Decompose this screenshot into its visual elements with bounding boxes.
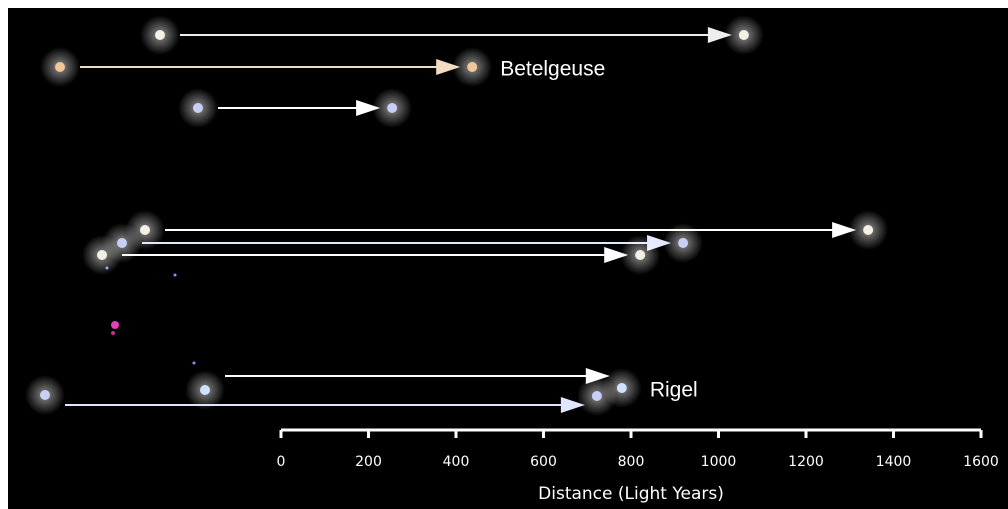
star xyxy=(155,30,165,40)
star xyxy=(592,391,602,401)
star xyxy=(635,250,645,260)
star-name: Betelgeuse xyxy=(500,58,605,81)
star xyxy=(200,385,210,395)
small-star xyxy=(111,321,119,329)
x-tick-label: 600 xyxy=(530,454,557,470)
chart: Distance (Light Years) 0 200 400 600 800 1000… xyxy=(0,0,1008,509)
star xyxy=(467,62,477,72)
small-star xyxy=(193,362,196,365)
star xyxy=(387,103,397,113)
star xyxy=(739,30,749,40)
star xyxy=(55,62,65,72)
x-tick-label: 1000 xyxy=(701,454,737,470)
x-tick-label: 800 xyxy=(618,454,645,470)
star-name: Rigel xyxy=(650,379,698,402)
x-tick-label: 400 xyxy=(443,454,470,470)
x-tick-label: 200 xyxy=(355,454,382,470)
sky xyxy=(8,8,1008,509)
star xyxy=(863,225,873,235)
small-star xyxy=(111,331,115,335)
star xyxy=(617,383,627,393)
small-star xyxy=(174,274,177,277)
star xyxy=(193,103,203,113)
x-axis-label: Distance (Light Years) xyxy=(538,484,724,504)
star xyxy=(678,238,688,248)
x-tick-label: 1200 xyxy=(788,454,824,470)
x-tick-label: 1400 xyxy=(876,454,912,470)
star xyxy=(140,225,150,235)
star xyxy=(97,250,107,260)
x-tick-label: 0 xyxy=(277,454,286,470)
x-tick-label: 1600 xyxy=(963,454,999,470)
star xyxy=(40,390,50,400)
